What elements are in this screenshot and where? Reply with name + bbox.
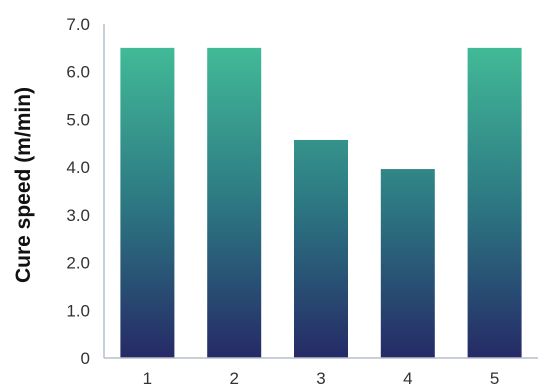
- x-tick-label: 1: [143, 369, 152, 388]
- bar: [207, 47, 262, 359]
- x-tick-label: 2: [229, 369, 238, 388]
- x-tick-label: 5: [490, 369, 499, 388]
- bar: [467, 47, 522, 359]
- bar: [120, 47, 175, 359]
- y-tick-label: 6.0: [66, 63, 90, 82]
- y-tick-label: 3.0: [66, 206, 90, 225]
- y-tick-label: 5.0: [66, 110, 90, 129]
- bar: [380, 169, 435, 358]
- x-tick-label: 3: [316, 369, 325, 388]
- x-tick-label: 4: [403, 369, 412, 388]
- y-tick-label: 2.0: [66, 254, 90, 273]
- y-tick-labels: 0 1.0 2.0 3.0 4.0 5.0 6.0 7.0: [66, 15, 90, 368]
- bars-layer: [120, 47, 522, 359]
- y-tick-label: 0: [81, 349, 90, 368]
- bar: [294, 139, 348, 358]
- y-tick-label: 4.0: [66, 158, 90, 177]
- y-tick-label: 7.0: [66, 15, 90, 34]
- axes-layer: [103, 24, 538, 359]
- y-tick-label: 1.0: [66, 301, 90, 320]
- x-tick-labels: 1 2 3 4 5: [143, 369, 500, 388]
- y-axis-title: Cure speed (m/min): [12, 87, 35, 283]
